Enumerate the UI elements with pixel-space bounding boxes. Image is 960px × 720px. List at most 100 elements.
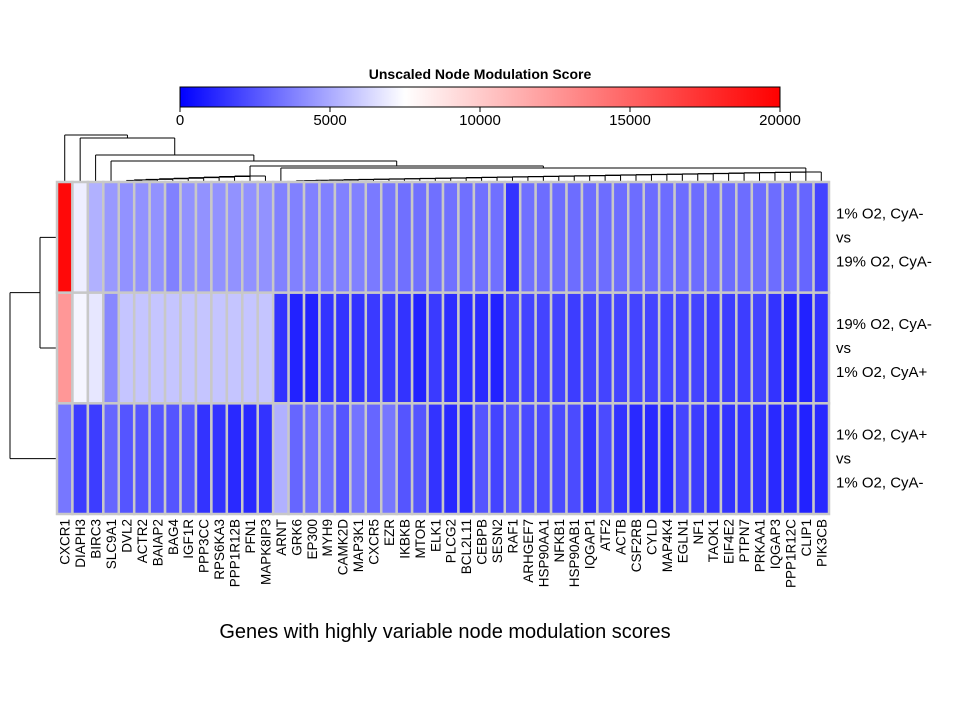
column-label: EZR: [382, 519, 397, 546]
heatmap-cell: [488, 180, 507, 294]
heatmap-cell: [596, 180, 615, 294]
heatmap-cell: [256, 291, 275, 405]
heatmap-cell: [673, 291, 692, 405]
heatmap-cell: [688, 291, 707, 405]
heatmap-cell: [488, 402, 507, 516]
column-label: BAIAP2: [150, 519, 165, 566]
column-label: RPS6KA3: [212, 519, 227, 580]
column-label: DVL2: [119, 519, 134, 553]
heatmap-cell: [704, 291, 723, 405]
column-label: PPP3CC: [197, 519, 212, 573]
heatmap-cell: [302, 402, 321, 516]
heatmap-cell: [318, 291, 337, 405]
heatmap-cell: [735, 402, 754, 516]
column-label: EP300: [305, 519, 320, 560]
heatmap-cell: [287, 402, 306, 516]
heatmap-cell: [379, 180, 398, 294]
column-label: MAP4K4: [660, 519, 675, 573]
column-label: CSF2RB: [629, 519, 644, 572]
heatmap-cell: [271, 402, 290, 516]
heatmap-cell: [256, 402, 275, 516]
heatmap-cell: [364, 180, 383, 294]
heatmap-cell: [71, 180, 90, 294]
row-label: vs: [836, 340, 851, 357]
heatmap-cell: [426, 291, 445, 405]
heatmap-cell: [410, 402, 429, 516]
column-label: ELK1: [428, 519, 443, 552]
heatmap-cell: [704, 402, 723, 516]
heatmap-cell: [534, 291, 553, 405]
heatmap-cell: [688, 402, 707, 516]
column-label: PFN1: [243, 519, 258, 554]
heatmap-cell: [781, 180, 800, 294]
heatmap-cell: [580, 291, 599, 405]
heatmap-cell: [488, 291, 507, 405]
heatmap-cell: [750, 402, 769, 516]
heatmap-cell: [426, 402, 445, 516]
heatmap-cell: [642, 291, 661, 405]
heatmap-cell: [256, 180, 275, 294]
heatmap-cell: [457, 402, 476, 516]
colorbar-tick-label: 20000: [759, 112, 801, 129]
column-label: EIF4E2: [722, 519, 737, 564]
heatmap-cell: [194, 180, 213, 294]
heatmap-cell: [611, 180, 630, 294]
column-label: TAOK1: [706, 519, 721, 562]
heatmap-cell: [241, 180, 259, 294]
heatmap-cell: [472, 291, 491, 405]
heatmap-cell: [812, 402, 831, 516]
row-dendrogram: [9, 236, 57, 460]
heatmap-cell: [241, 291, 259, 405]
heatmap-cell: [627, 180, 645, 294]
row-label: 1% O2, CyA-: [836, 205, 924, 222]
column-label: ARHGEF7: [521, 519, 536, 583]
heatmap-cell: [796, 402, 815, 516]
column-label: CXCR5: [367, 519, 382, 565]
colorbar-tick-label: 5000: [313, 112, 346, 129]
heatmap-cell: [395, 291, 414, 405]
x-axis-label: Genes with highly variable node modulati…: [219, 621, 670, 643]
heatmap-cell: [148, 402, 167, 516]
heatmap-cell: [719, 402, 738, 516]
column-dendrogram: [64, 134, 822, 182]
heatmap-cell: [210, 291, 229, 405]
heatmap-cell: [781, 402, 800, 516]
heatmap-cell: [132, 402, 151, 516]
column-label: HSP90AB1: [567, 519, 582, 587]
heatmap-cell: [287, 180, 306, 294]
heatmap-cell: [102, 180, 121, 294]
heatmap-cell: [719, 291, 738, 405]
heatmap-cell: [71, 402, 90, 516]
row-label: 1% O2, CyA+: [836, 427, 928, 444]
heatmap-cell: [194, 402, 213, 516]
heatmap-cell: [627, 402, 645, 516]
colorbar-tick-label: 10000: [459, 112, 501, 129]
heatmap-cell: [179, 291, 198, 405]
heatmap-cell: [318, 180, 337, 294]
heatmap-cell: [518, 402, 537, 516]
colorbar-tick-label: 15000: [609, 112, 651, 129]
heatmap-cell: [534, 180, 553, 294]
heatmap-cell: [457, 291, 476, 405]
column-label: DIAPH3: [73, 519, 88, 568]
heatmap-cell: [765, 402, 784, 516]
heatmap-cell: [673, 180, 692, 294]
heatmap-cell: [472, 402, 491, 516]
column-label: RAF1: [505, 519, 520, 554]
heatmap-cell: [410, 180, 429, 294]
row-label: vs: [836, 229, 851, 246]
heatmap-cell: [225, 291, 244, 405]
heatmap-cell: [179, 402, 198, 516]
heatmap-cell: [518, 291, 537, 405]
heatmap-cell: [596, 402, 615, 516]
heatmap-cell: [349, 180, 368, 294]
heatmap-cell: [379, 402, 398, 516]
heatmap-cell: [241, 402, 259, 516]
heatmap-border: [56, 181, 830, 515]
heatmap-cell: [349, 291, 368, 405]
heatmap-cell: [225, 402, 244, 516]
heatmap-cell: [549, 180, 568, 294]
heatmap-cell: [364, 402, 383, 516]
heatmap-cell: [163, 402, 182, 516]
